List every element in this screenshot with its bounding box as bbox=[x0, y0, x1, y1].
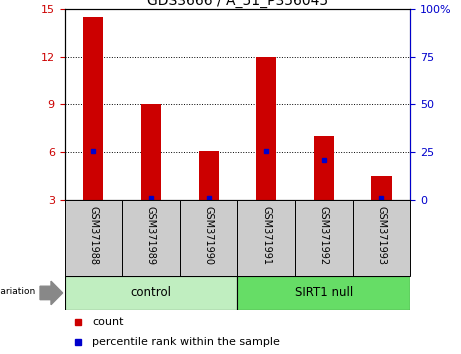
FancyBboxPatch shape bbox=[65, 200, 122, 276]
Text: genotype/variation: genotype/variation bbox=[0, 287, 35, 296]
FancyBboxPatch shape bbox=[353, 200, 410, 276]
Bar bbox=[256, 57, 276, 200]
FancyArrow shape bbox=[40, 281, 63, 305]
Bar bbox=[199, 151, 219, 200]
Text: SIRT1 null: SIRT1 null bbox=[295, 286, 353, 299]
Text: GSM371989: GSM371989 bbox=[146, 206, 156, 265]
FancyBboxPatch shape bbox=[295, 200, 353, 276]
Text: control: control bbox=[130, 286, 171, 299]
Bar bbox=[141, 104, 161, 200]
Text: count: count bbox=[92, 317, 124, 327]
FancyBboxPatch shape bbox=[237, 276, 410, 310]
Bar bbox=[314, 136, 334, 200]
Text: GSM371991: GSM371991 bbox=[261, 206, 271, 265]
Bar bbox=[83, 17, 103, 200]
FancyBboxPatch shape bbox=[122, 200, 180, 276]
Text: GSM371993: GSM371993 bbox=[377, 206, 386, 265]
FancyBboxPatch shape bbox=[180, 200, 237, 276]
Text: GSM371990: GSM371990 bbox=[204, 206, 213, 265]
Text: percentile rank within the sample: percentile rank within the sample bbox=[92, 337, 280, 347]
FancyBboxPatch shape bbox=[65, 276, 237, 310]
Text: GSM371988: GSM371988 bbox=[89, 206, 98, 265]
FancyBboxPatch shape bbox=[237, 200, 295, 276]
Text: GSM371992: GSM371992 bbox=[319, 206, 329, 265]
Bar bbox=[372, 176, 391, 200]
Title: GDS3666 / A_51_P356045: GDS3666 / A_51_P356045 bbox=[147, 0, 328, 8]
